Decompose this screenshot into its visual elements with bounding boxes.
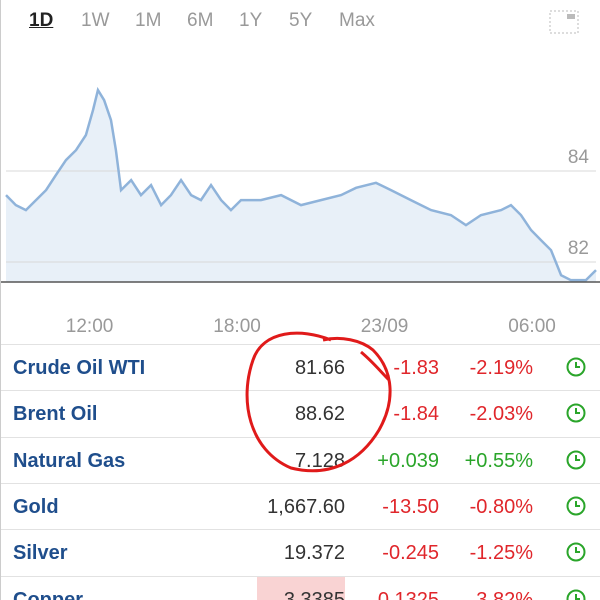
time-tab[interactable]: 1W	[81, 10, 110, 31]
price: 19.372	[283, 542, 345, 565]
clock-icon	[566, 542, 586, 562]
quote-row: Gold 1,667.60 -13.50 -0.80%	[1, 482, 600, 530]
clock-hands	[575, 408, 580, 415]
x-tick-label: 12:00	[66, 316, 114, 337]
instrument-name[interactable]: Gold	[13, 495, 59, 518]
quote-row: Copper 3.3385 0.1325 3.82%	[1, 575, 600, 600]
clock-hands	[575, 362, 580, 368]
time-tab[interactable]: 1D	[29, 10, 54, 31]
change-percent: +0.55%	[464, 449, 533, 472]
change: -13.50	[382, 495, 439, 518]
clock-face	[566, 403, 586, 423]
clock-icon	[566, 589, 586, 600]
change-percent: -0.80%	[469, 495, 533, 518]
change-percent: 3.82%	[476, 588, 533, 600]
price: 88.62	[294, 403, 345, 426]
quote-row: Natural Gas 7.128 +0.039 +0.55%	[1, 436, 600, 484]
x-tick-label: 06:00	[508, 316, 556, 337]
area-fill	[6, 90, 596, 282]
y-tick-label: 84	[568, 147, 590, 168]
y-tick-label: 82	[568, 238, 589, 259]
expand-icon[interactable]	[549, 10, 579, 34]
price: 3.3385	[257, 576, 345, 600]
time-tab[interactable]: 1Y	[239, 10, 263, 31]
change: -1.83	[393, 357, 439, 379]
clock-face	[566, 357, 586, 377]
quote-row: Crude Oil WTI 81.66 -1.83 -2.19%	[1, 344, 600, 391]
time-tab[interactable]: 1M	[135, 10, 162, 31]
price: 81.66	[294, 357, 345, 379]
instrument-name[interactable]: Copper	[13, 588, 83, 600]
change: -1.84	[393, 403, 439, 426]
change: 0.1325	[377, 588, 439, 600]
x-tick-label: 18:00	[213, 316, 261, 337]
clock-hands	[575, 500, 580, 507]
change-percent: -2.19%	[469, 357, 533, 379]
price: 1,667.60	[267, 495, 345, 518]
clock-face	[566, 542, 586, 562]
clock-icon	[566, 496, 586, 516]
time-tab[interactable]: Max	[339, 10, 375, 31]
clock-hands	[575, 454, 580, 461]
instrument-name[interactable]: Crude Oil WTI	[13, 357, 146, 379]
time-tab[interactable]: 5Y	[289, 10, 313, 31]
clock-hands	[575, 547, 580, 554]
clock-icon	[566, 450, 586, 470]
clock-icon	[566, 357, 586, 377]
chart: 84 82 12:00 18:00 23/09 06:00	[1, 40, 600, 340]
change-percent: -2.03%	[469, 403, 533, 426]
clock-hands	[575, 593, 580, 600]
change: -0.245	[382, 542, 439, 565]
instrument-name[interactable]: Brent Oil	[13, 403, 98, 426]
instrument-name[interactable]: Natural Gas	[13, 449, 126, 472]
x-tick-label: 23/09	[361, 316, 409, 337]
instrument-name[interactable]: Silver	[13, 542, 68, 565]
clock-icon	[566, 403, 586, 423]
clock-face	[566, 589, 586, 600]
price: 7.128	[294, 449, 345, 472]
change-percent: -1.25%	[469, 542, 533, 565]
quote-row: Brent Oil 88.62 -1.84 -2.03%	[1, 390, 600, 437]
time-tab[interactable]: 6M	[187, 10, 214, 31]
change: +0.039	[377, 449, 439, 472]
clock-face	[566, 450, 586, 470]
clock-face	[566, 496, 586, 516]
quote-row: Silver 19.372 -0.245 -1.25%	[1, 529, 600, 576]
price-line	[5, 86, 597, 282]
